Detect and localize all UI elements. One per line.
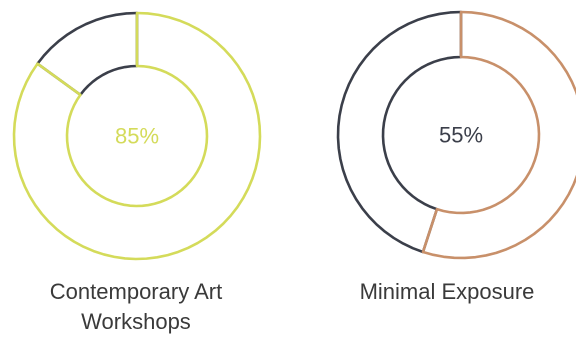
donut-minimal-exposure: 55% <box>336 10 576 260</box>
donut-caption-contemporary-art-workshops: Contemporary Art Workshops <box>0 277 272 337</box>
donut-contemporary-art-workshops: 85% <box>12 11 262 261</box>
donut-remainder-segment <box>36 11 139 97</box>
donut-caption-minimal-exposure: Minimal Exposure <box>318 277 576 307</box>
donut-value-segment <box>12 11 262 261</box>
caption-line: Minimal Exposure <box>359 279 535 304</box>
donut-percentage-label: 55% <box>439 123 483 148</box>
donut-value-segment <box>421 10 576 260</box>
caption-line: Workshops <box>81 309 191 334</box>
caption-line: Contemporary Art <box>49 279 223 304</box>
donut-percentage-label: 85% <box>115 124 159 149</box>
